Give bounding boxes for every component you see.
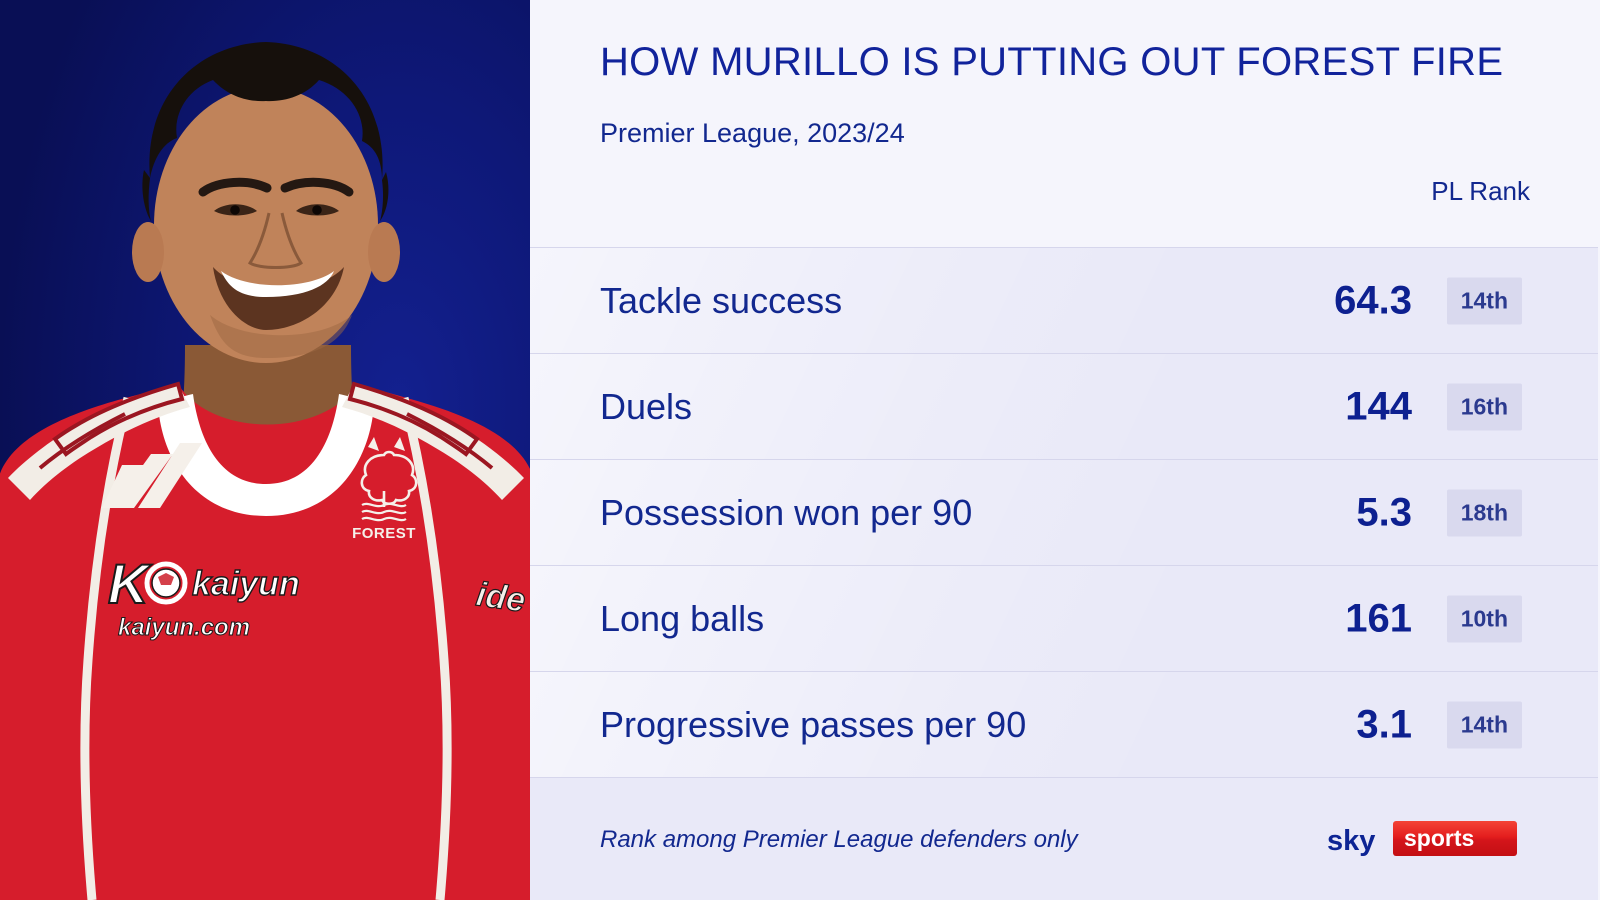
svg-text:kaiyun.com: kaiyun.com — [118, 614, 250, 641]
svg-text:sky: sky — [1327, 825, 1375, 857]
svg-text:ide: ide — [474, 575, 528, 619]
svg-text:sports: sports — [1404, 825, 1474, 851]
svg-text:FOREST: FOREST — [352, 525, 416, 542]
svg-text:kaiyun: kaiyun — [192, 565, 300, 603]
